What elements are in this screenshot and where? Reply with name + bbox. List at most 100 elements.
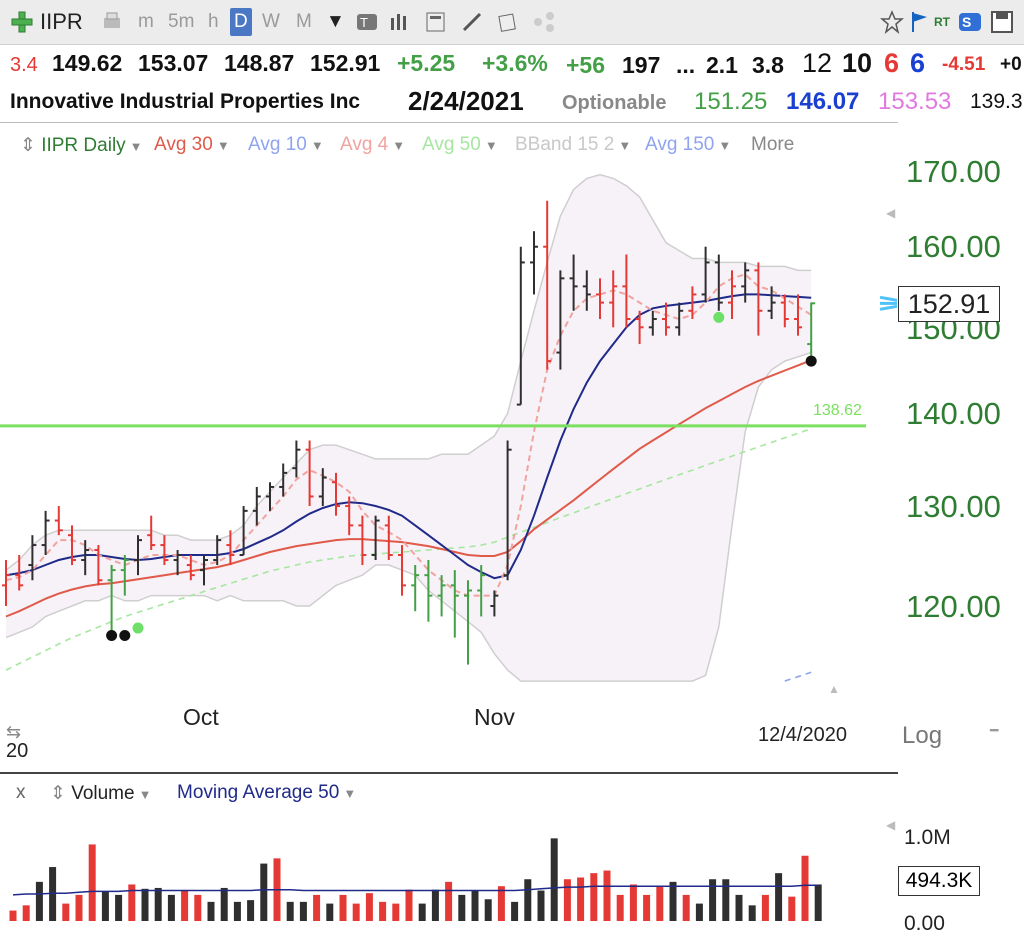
volume-tick: 0.00 (904, 912, 945, 935)
volume-bar (418, 903, 426, 921)
legend-symbol-daily[interactable]: ⇕ IIPR Daily ▼ (20, 135, 143, 156)
volume-bar (22, 905, 30, 921)
volume-bar (524, 879, 532, 921)
ohlc-bar (28, 535, 37, 581)
volume-bar (643, 894, 651, 921)
close-volume-panel-icon[interactable]: x (16, 782, 26, 803)
volume-bar (181, 890, 189, 921)
price-chart-panel[interactable] (0, 122, 898, 773)
ohlc-bar (279, 463, 288, 497)
ohlc-bar (318, 468, 327, 507)
price-tick: 130.00 (906, 489, 1001, 524)
interval-m[interactable]: m (138, 11, 154, 32)
volume-bar (801, 855, 809, 921)
log-scale-toggle[interactable]: Log (902, 722, 943, 749)
ohlc-bar (569, 254, 578, 311)
ohlc-bar (239, 506, 248, 557)
avg4-line (5, 273, 812, 597)
chart-type-icon[interactable]: T (356, 10, 380, 34)
quote-v5: 12 (802, 48, 833, 78)
legend-avg150[interactable]: Avg 150 ▼ (645, 134, 732, 155)
scroll-left-icon[interactable]: ◀ (886, 206, 896, 220)
ohlc-bar (305, 440, 314, 507)
interval-d[interactable]: D (230, 8, 252, 36)
save-icon[interactable] (990, 10, 1014, 34)
volume-bar (788, 896, 796, 921)
share-icon[interactable] (532, 10, 556, 34)
draw-pen-icon[interactable] (460, 10, 484, 34)
legend-volume[interactable]: ⇕ Volume ▼ (50, 783, 152, 804)
interval-dropdown-icon[interactable]: ▼ (326, 11, 345, 32)
bar-chart-icon[interactable] (388, 10, 412, 34)
axis-menu-icon[interactable]: ━ (990, 722, 999, 738)
quote-v3: 2.1 (706, 52, 738, 78)
price-tick: 160.00 (906, 229, 1001, 264)
interval-mo[interactable]: M (296, 11, 312, 32)
ohlc-bar (252, 486, 261, 526)
volume-bar (154, 887, 162, 921)
legend-bband[interactable]: BBand 15 2 ▼ (515, 134, 632, 155)
year-label: 20 (6, 740, 29, 762)
quote-row-1: 3.4 149.62 153.07 148.87 152.91 +5.25 +3… (0, 44, 1024, 86)
volume-bar (128, 884, 136, 921)
ohlc-bar (675, 302, 684, 336)
volume-bar (603, 870, 611, 921)
legend-avg4[interactable]: Avg 4 ▼ (340, 134, 406, 155)
flag-icon[interactable] (908, 10, 932, 34)
s-menu-icon[interactable]: S (958, 10, 982, 34)
volume-ma-line (12, 884, 819, 896)
scroll-up-icon[interactable]: ▲ (828, 682, 840, 696)
volume-bar (405, 889, 413, 921)
legend-volume-ma[interactable]: Moving Average 50 ▼ (177, 782, 357, 803)
scroll-arrows-icon[interactable]: ⇆ (6, 722, 22, 742)
quote-row-2: Innovative Industrial Properties Inc 2/2… (0, 86, 1024, 122)
ohlc-bar (754, 262, 763, 336)
price-tick: 140.00 (906, 396, 1001, 431)
legend-avg30[interactable]: Avg 30 ▼ (154, 134, 230, 155)
ohlc-bar (94, 545, 103, 586)
ohlc-bar (345, 496, 354, 536)
volume-panel[interactable] (0, 772, 898, 945)
add-symbol-icon[interactable] (10, 10, 34, 34)
volume-tick: 1.0M (904, 826, 951, 849)
notes-icon[interactable] (496, 10, 520, 34)
price-chart-svg[interactable] (0, 0, 1024, 772)
ohlc-bar (714, 254, 723, 311)
ohlc-bar (609, 270, 618, 328)
volume-bar (537, 890, 545, 921)
quote-change: +5.25 (397, 50, 456, 76)
legend-avg50[interactable]: Avg 50 ▼ (422, 134, 498, 155)
vol-scroll-left-icon[interactable]: ◀ (886, 818, 896, 832)
print-icon[interactable] (100, 10, 124, 34)
svg-text:S: S (962, 14, 971, 30)
symbol-field[interactable]: IIPR (40, 9, 83, 34)
interval-h[interactable]: h (208, 11, 219, 32)
volume-bar (352, 903, 360, 921)
volume-bar (141, 888, 149, 921)
signal-dot-marker (119, 629, 131, 641)
volume-bar (233, 901, 241, 921)
volume-bar (75, 894, 83, 921)
last-price-box: 152.91 (898, 286, 1000, 322)
legend-avg10[interactable]: Avg 10 ▼ (248, 134, 324, 155)
interval-w[interactable]: W (262, 11, 280, 32)
star-icon[interactable] (880, 10, 904, 34)
volume-bar (563, 879, 571, 921)
calculator-icon[interactable] (424, 10, 448, 34)
ohlc-bar (160, 535, 169, 566)
ohlc-bar (15, 555, 24, 591)
quote-low: 148.87 (224, 50, 295, 76)
ohlc-bar (530, 231, 538, 295)
volume-bar (167, 894, 175, 921)
interval-5m[interactable]: 5m (168, 11, 195, 32)
ohlc-bar (648, 310, 657, 336)
ohlc-bar (371, 515, 380, 561)
legend-more[interactable]: More (751, 134, 795, 155)
volume-bar (682, 894, 690, 921)
avg10-line (5, 293, 812, 580)
volume-bar (286, 901, 294, 921)
volume-bar (339, 894, 347, 921)
realtime-icon[interactable]: RT (934, 15, 950, 29)
volume-bar (431, 889, 439, 921)
volume-bar (9, 910, 17, 921)
